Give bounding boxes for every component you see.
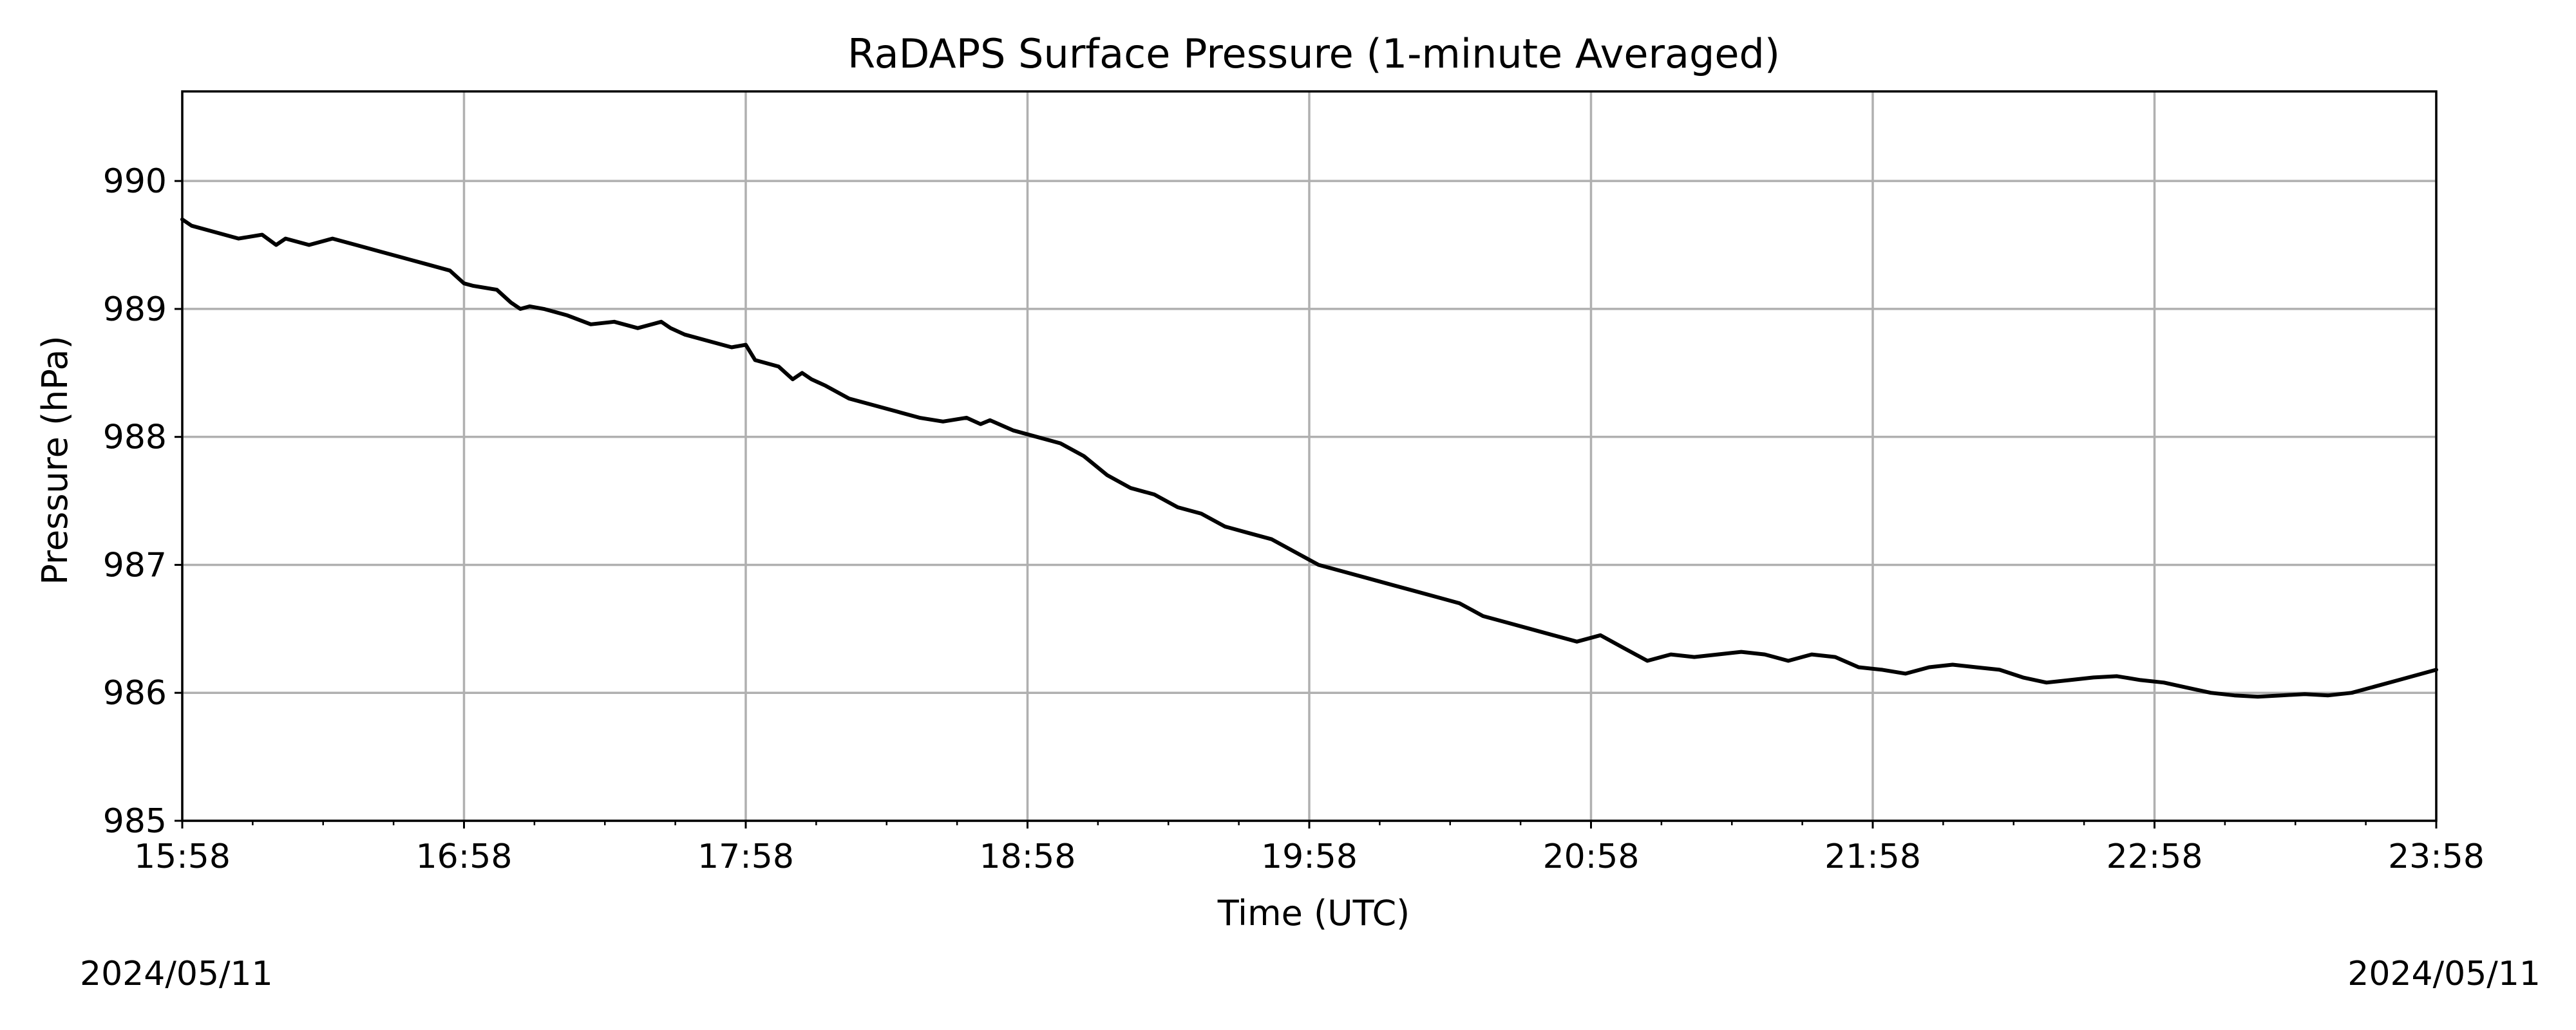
series-group bbox=[180, 217, 2438, 699]
x-axis-label: Time (UTC) bbox=[1217, 893, 1410, 933]
y-axis-label: Pressure (hPa) bbox=[35, 335, 75, 585]
x-tick-label: 17:58 bbox=[697, 838, 794, 876]
x-tick-label: 21:58 bbox=[1824, 838, 1921, 876]
grid-lines bbox=[181, 91, 2438, 822]
y-tick-label: 987 bbox=[103, 546, 167, 585]
x-tick-label: 20:58 bbox=[1543, 838, 1640, 876]
x-tick-label: 23:58 bbox=[2388, 838, 2485, 876]
date-right: 2024/05/11 bbox=[2347, 955, 2541, 993]
x-tick-label: 18:58 bbox=[980, 838, 1076, 876]
pressure-series-line bbox=[180, 217, 2438, 699]
y-tick-label: 990 bbox=[103, 162, 167, 201]
y-tick-label: 989 bbox=[103, 290, 167, 329]
chart-title: RaDAPS Surface Pressure (1-minute Averag… bbox=[848, 30, 1780, 77]
x-tick-label: 22:58 bbox=[2107, 838, 2203, 876]
x-tick-label: 19:58 bbox=[1261, 838, 1358, 876]
y-tick-label: 985 bbox=[103, 802, 167, 841]
y-tick-label: 986 bbox=[103, 674, 167, 713]
ticks: 15:58 16:58 17:58 18:58 19:58 20:58 21:58 22:58… bbox=[103, 162, 2485, 876]
date-left: 2024/05/11 bbox=[80, 955, 273, 993]
x-tick-label: 16:58 bbox=[416, 838, 513, 876]
x-tick-label: 15:58 bbox=[134, 838, 231, 876]
y-tick-label: 988 bbox=[103, 418, 167, 457]
